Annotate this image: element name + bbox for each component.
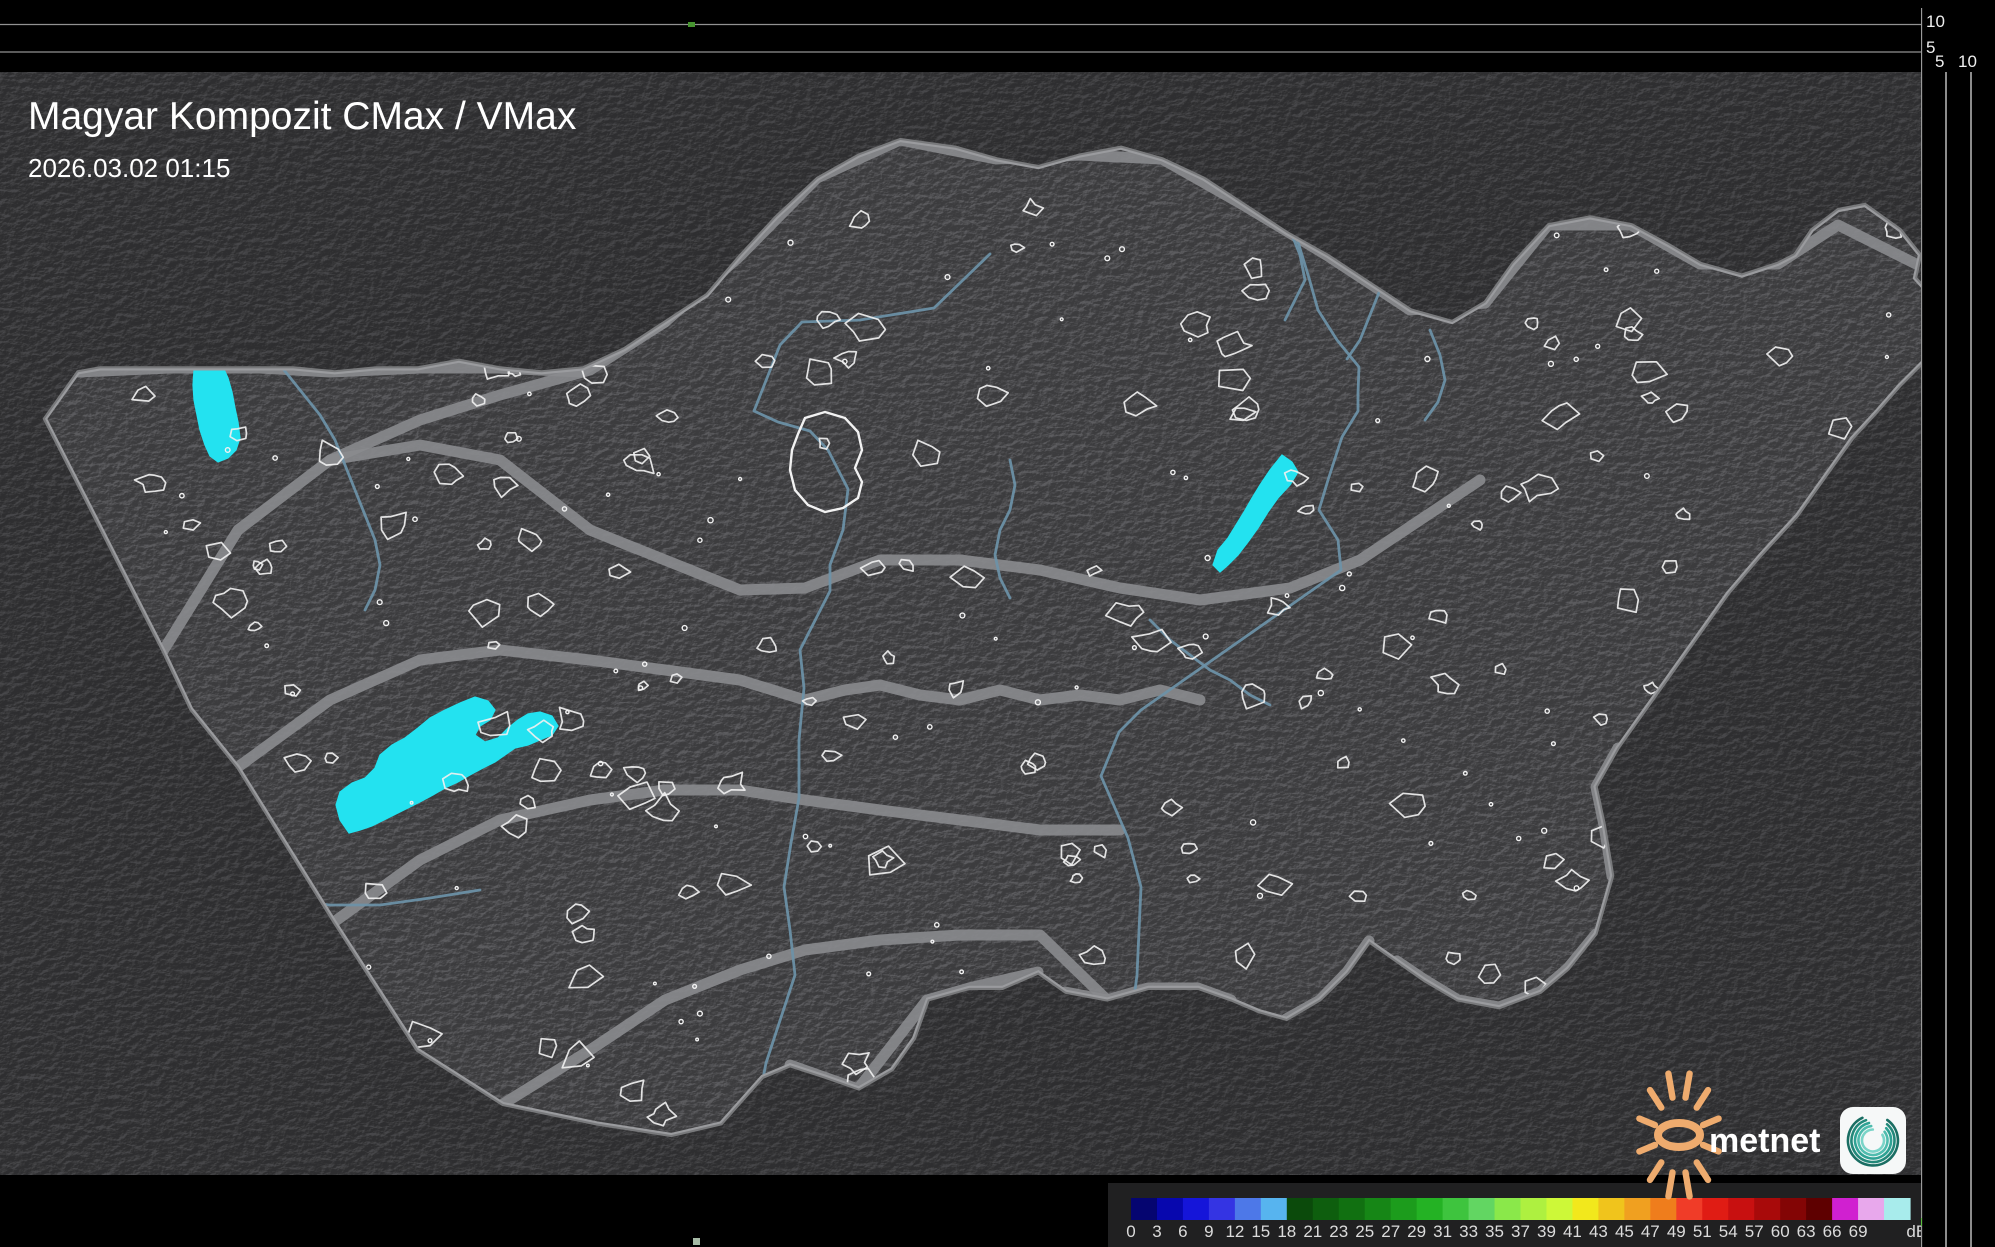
svg-text:metnet: metnet bbox=[1709, 1122, 1820, 1160]
svg-text:5: 5 bbox=[1935, 52, 1944, 71]
svg-text:10: 10 bbox=[1958, 52, 1977, 71]
svg-text:10: 10 bbox=[1926, 12, 1945, 31]
